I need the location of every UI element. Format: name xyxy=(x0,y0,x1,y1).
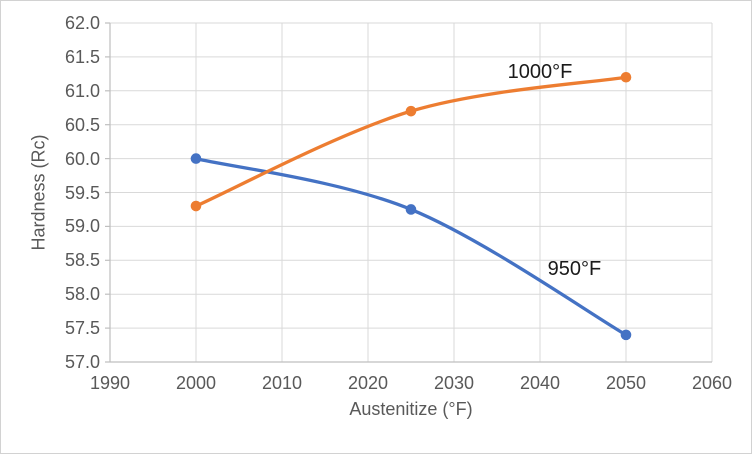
x-tick-label: 2020 xyxy=(347,373,389,393)
data-point-marker xyxy=(190,200,202,212)
x-tick-label: 2060 xyxy=(691,373,733,393)
y-tick-label: 61.5 xyxy=(64,46,100,67)
y-tick-label: 60.5 xyxy=(64,114,100,135)
y-tick-label: 59.5 xyxy=(64,182,100,203)
data-point-marker xyxy=(405,105,417,117)
data-point-marker xyxy=(620,329,632,341)
y-tick-label: 57.5 xyxy=(64,318,100,339)
x-tick-label: 2010 xyxy=(261,373,303,393)
y-tick-label: 60.0 xyxy=(64,148,100,169)
x-tick-label: 2040 xyxy=(519,373,561,393)
y-tick-label: 62.0 xyxy=(64,13,100,33)
series-label-1000f: 1000°F xyxy=(507,60,573,83)
y-tick-label: 61.0 xyxy=(64,80,100,101)
series-label-950f: 950°F xyxy=(547,258,602,281)
y-tick-label: 58.5 xyxy=(64,250,100,271)
data-point-marker xyxy=(405,204,417,215)
x-tick-label: 2030 xyxy=(433,373,475,393)
y-tick-label: 57.0 xyxy=(64,352,100,372)
x-tick-label: 2000 xyxy=(175,373,217,393)
x-tick-label: 2050 xyxy=(605,373,647,393)
series-line xyxy=(194,75,628,208)
y-tick-label: 59.0 xyxy=(64,216,100,237)
y-tick-label: 58.0 xyxy=(64,284,100,305)
y-axis-title: Hardness (Rc) xyxy=(28,133,49,251)
x-axis-title: Austenitize (°F) xyxy=(349,399,473,419)
data-point-marker xyxy=(190,153,202,164)
x-tick-label: 1990 xyxy=(89,373,131,393)
series-line xyxy=(194,156,628,337)
data-point-marker xyxy=(620,71,632,83)
